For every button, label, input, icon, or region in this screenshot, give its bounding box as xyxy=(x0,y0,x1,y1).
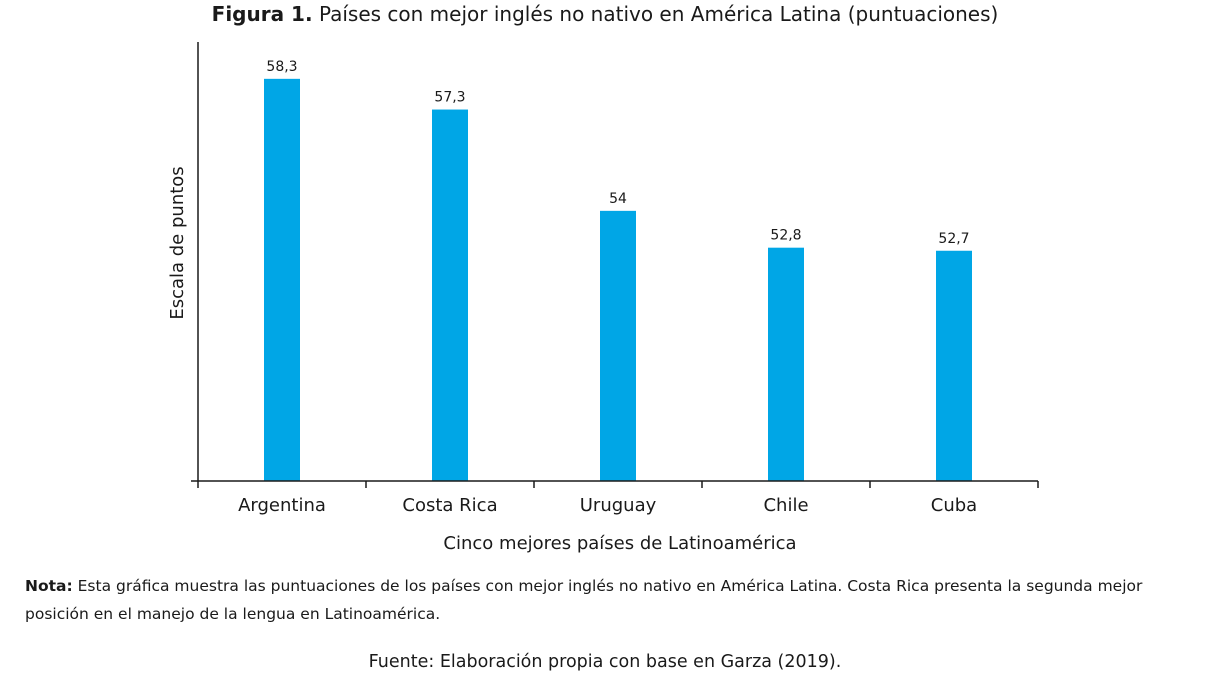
x-tick-label: Argentina xyxy=(238,495,326,516)
figure-label: Figura 1. xyxy=(211,2,313,26)
labels-layer: 58,3 Argentina 57,3 Costa Rica 54 Uruguay 52,8… xyxy=(167,59,977,554)
figure-caption: Países con mejor inglés no nativo en Amé… xyxy=(318,2,999,26)
data-label: 57,3 xyxy=(434,90,465,106)
bar-chile xyxy=(768,247,804,481)
bar-costa-rica xyxy=(432,109,468,482)
bar-argentina xyxy=(264,78,300,481)
note-text: Esta gráfica muestra las puntuaciones de… xyxy=(25,577,1143,623)
bars-layer xyxy=(264,78,972,482)
bar-chart: 58,3 Argentina 57,3 Costa Rica 54 Uruguay 52,8… xyxy=(167,42,1039,554)
x-tick-label: Uruguay xyxy=(580,495,657,516)
x-tick-label: Chile xyxy=(763,495,808,516)
data-label: 52,8 xyxy=(770,228,801,244)
x-axis-label: Cinco mejores países de Latinoamérica xyxy=(443,533,796,554)
x-tick-label: Cuba xyxy=(931,495,977,516)
note-label: Nota: xyxy=(25,577,73,595)
bar-cuba xyxy=(936,250,972,481)
data-label: 52,7 xyxy=(938,231,969,247)
data-label: 58,3 xyxy=(266,59,297,75)
y-axis-label: Escala de puntos xyxy=(167,166,188,319)
axes-layer xyxy=(191,42,1039,488)
chart-note: Nota: Esta gráfica muestra las puntuacio… xyxy=(25,572,1195,628)
chart-title: Figura 1. Países con mejor inglés no nat… xyxy=(0,2,1210,26)
x-tick-label: Costa Rica xyxy=(402,495,497,516)
bar-uruguay xyxy=(600,210,636,481)
data-label: 54 xyxy=(609,191,627,207)
source-line: Fuente: Elaboración propia con base en G… xyxy=(368,652,842,672)
